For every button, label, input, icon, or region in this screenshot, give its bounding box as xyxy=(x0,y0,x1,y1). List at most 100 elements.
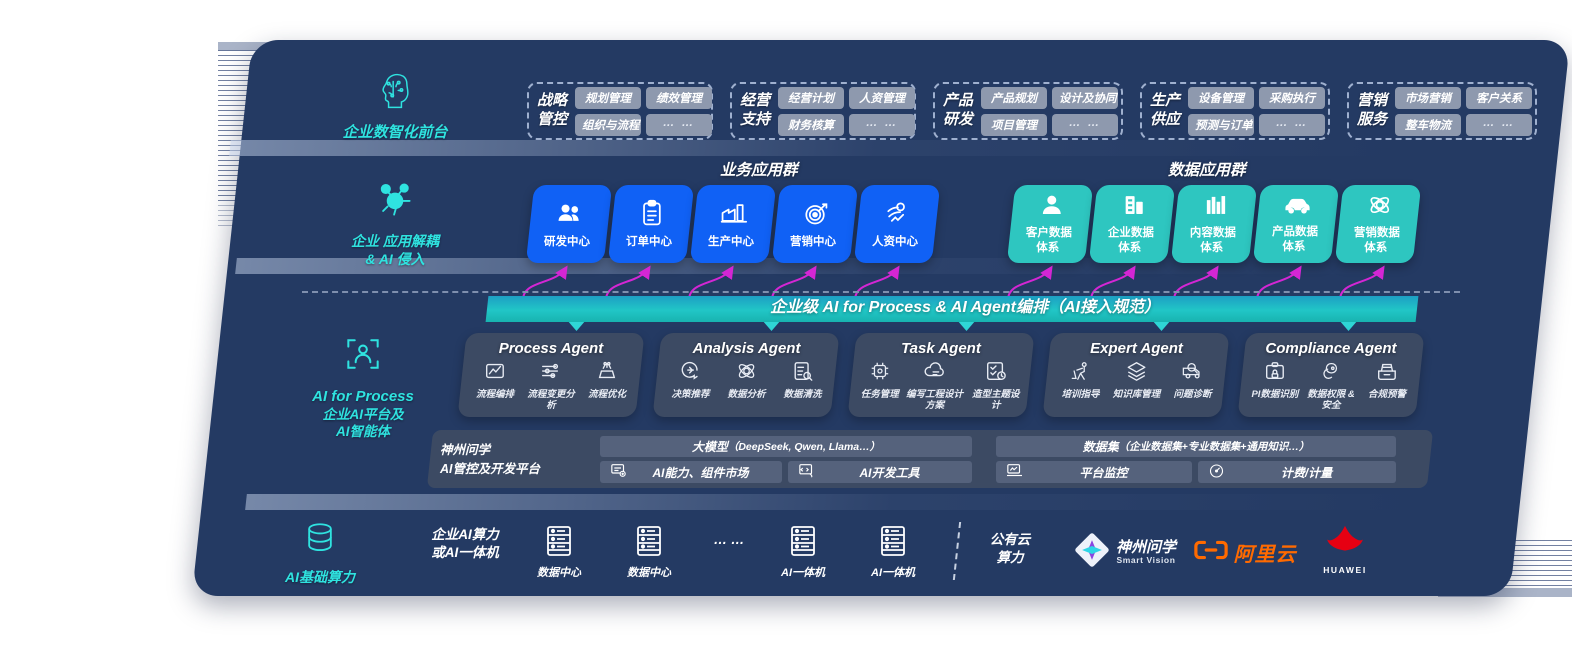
governance-group-marketing-service[interactable]: 营销 服务 市场营销 客户关系 整车物流 … … xyxy=(1347,82,1537,140)
governance-title-product-rd: 产品 研发 xyxy=(943,92,973,130)
gov-chip[interactable]: 项目管理 xyxy=(981,113,1048,136)
gov-chip-more[interactable]: … … xyxy=(849,113,916,136)
app-card-hr-center[interactable]: 人资中心 xyxy=(853,185,941,263)
gov-title-line2: 服务 xyxy=(1357,111,1388,128)
agent-feature-label: 数据分析 xyxy=(727,389,766,400)
app-card-marketing-center[interactable]: 营销中心 xyxy=(771,185,859,263)
platform-cell-label: AI能力、组件市场 xyxy=(652,465,749,480)
agent-feature-label: 任务管理 xyxy=(860,389,899,400)
agent-card-analysis[interactable]: Analysis Agent 决策推荐 xyxy=(652,333,840,417)
id-lock-icon xyxy=(1264,360,1286,387)
agent-feature[interactable]: 流程优化 xyxy=(580,360,634,401)
gov-chip[interactable]: 绩效管理 xyxy=(646,86,713,109)
decoupling-node-icon xyxy=(300,178,490,227)
platform-cell-billing[interactable]: 计费/计量 xyxy=(1198,461,1396,483)
agent-card-task[interactable]: Task Agent 任务管理 xyxy=(847,333,1035,417)
gov-chip-more[interactable]: … … xyxy=(646,113,713,136)
gov-chip[interactable]: 财务核算 xyxy=(778,113,845,136)
agent-feature[interactable]: 流程编排 xyxy=(468,360,522,401)
gov-chip[interactable]: 规划管理 xyxy=(575,86,642,109)
platform-cell-label: 平台监控 xyxy=(1079,465,1128,480)
governance-row: 战略 管控 规划管理 绩效管理 组织与流程 … … 经营 支持 经营计划 人资管… xyxy=(524,82,1537,142)
agent-card-process[interactable]: Process Agent 流程编排 流 xyxy=(457,333,645,417)
platform-brand-line2: AI管控及开发平台 xyxy=(440,461,541,476)
vendor-huawei[interactable]: HUAWEI xyxy=(1305,524,1385,575)
gov-chip[interactable]: 组织与流程 xyxy=(575,113,642,136)
agent-feature[interactable]: 数据分析 xyxy=(720,360,774,401)
app-label: 企业数据 xyxy=(1107,227,1154,240)
agent-feature[interactable]: 造型主题设计 xyxy=(968,360,1024,412)
gov-chip[interactable]: 设备管理 xyxy=(1188,86,1255,109)
app-card-customer-data[interactable]: 客户数据 体系 xyxy=(1006,185,1094,263)
agent-feature[interactable]: 合规预警 xyxy=(1360,360,1414,401)
brain-head-icon xyxy=(300,68,490,117)
governance-group-production-supply[interactable]: 生产 供应 设备管理 采购执行 预测与订单 … … xyxy=(1140,82,1330,140)
agent-feature[interactable]: 培训指导 xyxy=(1054,360,1108,401)
agent-card-compliance[interactable]: Compliance Agent PI数据识别 xyxy=(1237,333,1425,417)
agent-feature[interactable]: 决策推荐 xyxy=(664,360,718,401)
governance-group-strategy[interactable]: 战略 管控 规划管理 绩效管理 组织与流程 … … xyxy=(527,82,713,140)
gov-chip-more[interactable]: … … xyxy=(1466,113,1533,136)
app-card-content-data[interactable]: 内容数据 体系 xyxy=(1170,185,1258,263)
gov-title-line1: 经营 xyxy=(740,92,771,110)
app-card-order-center[interactable]: 订单中心 xyxy=(607,185,695,263)
model-bar[interactable]: 大模型 （DeepSeek, Qwen, Llama…） xyxy=(600,436,972,457)
app-card-product-data[interactable]: 产品数据 体系 xyxy=(1252,185,1340,263)
gov-chip[interactable]: 市场营销 xyxy=(1395,86,1462,109)
agent-feature-label: 造型主题设计 xyxy=(971,389,1020,411)
platform-cell-monitor[interactable]: 平台监控 xyxy=(996,461,1192,483)
agent-feature-label: 决策推荐 xyxy=(671,389,710,400)
app-card-rd-center[interactable]: 研发中心 xyxy=(525,185,613,263)
agent-feature[interactable]: 流程变更分析 xyxy=(524,360,578,412)
gov-chip[interactable]: 采购执行 xyxy=(1259,86,1326,109)
gov-chip[interactable]: 人资管理 xyxy=(849,86,916,109)
person-scan-icon xyxy=(268,332,458,381)
rail-item-compute[interactable]: AI基础算力 xyxy=(225,518,415,587)
infra-enterprise-compute[interactable]: 企业AI算力 或AI一体机 xyxy=(410,527,520,562)
governance-group-product-rd[interactable]: 产品 研发 产品规划 设计及协同 项目管理 … … xyxy=(933,82,1123,140)
infra-node-datacenter-1[interactable]: 数据中心 xyxy=(528,524,590,581)
app-label-2: 体系 xyxy=(1363,242,1387,254)
atom-icon xyxy=(1367,192,1393,223)
huawei-logo xyxy=(1322,524,1368,561)
dataset-bar[interactable]: 数据集 （企业数据集+专业数据集+通用知识…） xyxy=(996,436,1396,457)
agent-feature[interactable]: 数据清洗 xyxy=(776,360,830,401)
app-label-2: 体系 xyxy=(1035,242,1059,254)
gov-chip[interactable]: 经营计划 xyxy=(778,86,845,109)
infra-node-datacenter-2[interactable]: 数据中心 xyxy=(618,524,680,581)
platform-cell-ai-capability[interactable]: AI能力、组件市场 xyxy=(600,461,782,483)
app-card-production-center[interactable]: 生产中心 xyxy=(689,185,777,263)
aliyun-logo xyxy=(1193,539,1228,566)
agent-feature-label: 培训指导 xyxy=(1061,389,1100,400)
infra-public-cloud[interactable]: 公有云 算力 xyxy=(975,532,1045,567)
gov-title-line1: 产品 xyxy=(943,92,974,110)
atom-gear-icon xyxy=(736,360,758,387)
rail-item-decoupling[interactable]: 企业 应用解耦 & AI 侵入 xyxy=(300,178,490,269)
governance-title-production-supply: 生产 供应 xyxy=(1150,92,1180,130)
rail-item-ai-for-process[interactable]: AI for Process 企业AI平台及 AI智能体 xyxy=(268,332,458,441)
app-card-marketing-data[interactable]: 营销数据 体系 xyxy=(1334,185,1422,263)
governance-group-operations[interactable]: 经营 支持 经营计划 人资管理 财务核算 … … xyxy=(730,82,916,140)
agent-feature[interactable]: 知识库管理 xyxy=(1110,360,1164,401)
gov-chip[interactable]: 整车物流 xyxy=(1395,113,1462,136)
agent-card-expert[interactable]: Expert Agent 培训指导 知识 xyxy=(1042,333,1230,417)
agent-feature[interactable]: 问题诊断 xyxy=(1166,360,1220,401)
gov-chip[interactable]: 预测与订单 xyxy=(1188,113,1255,136)
vendor-smart-vision[interactable]: 神州问学 Smart Vision xyxy=(1060,532,1190,573)
infra-node-aiappliance-1[interactable]: AI一体机 xyxy=(772,524,834,581)
vendor-aliyun[interactable]: 阿里云 xyxy=(1180,538,1310,567)
rail-item-frontend[interactable]: 企业数智化前台 xyxy=(300,68,490,142)
platform-cell-ai-devtool[interactable]: AI开发工具 xyxy=(788,461,972,483)
gov-title-line2: 研发 xyxy=(943,111,974,128)
gov-chip[interactable]: 客户关系 xyxy=(1466,86,1533,109)
gov-chip[interactable]: 设计及协同 xyxy=(1052,86,1119,109)
gov-chip[interactable]: 产品规划 xyxy=(981,86,1048,109)
gov-chip-more[interactable]: … … xyxy=(1259,113,1326,136)
gov-chip-more[interactable]: … … xyxy=(1052,113,1119,136)
agent-feature[interactable]: 数据权限 & 安全 xyxy=(1304,360,1358,412)
app-card-enterprise-data[interactable]: 企业数据 体系 xyxy=(1088,185,1176,263)
agent-feature[interactable]: PI数据识别 xyxy=(1248,360,1302,401)
agent-feature[interactable]: 编写工程设计方案 xyxy=(904,360,966,412)
agent-feature[interactable]: 任务管理 xyxy=(858,360,902,401)
infra-node-aiappliance-2[interactable]: AI一体机 xyxy=(862,524,924,581)
